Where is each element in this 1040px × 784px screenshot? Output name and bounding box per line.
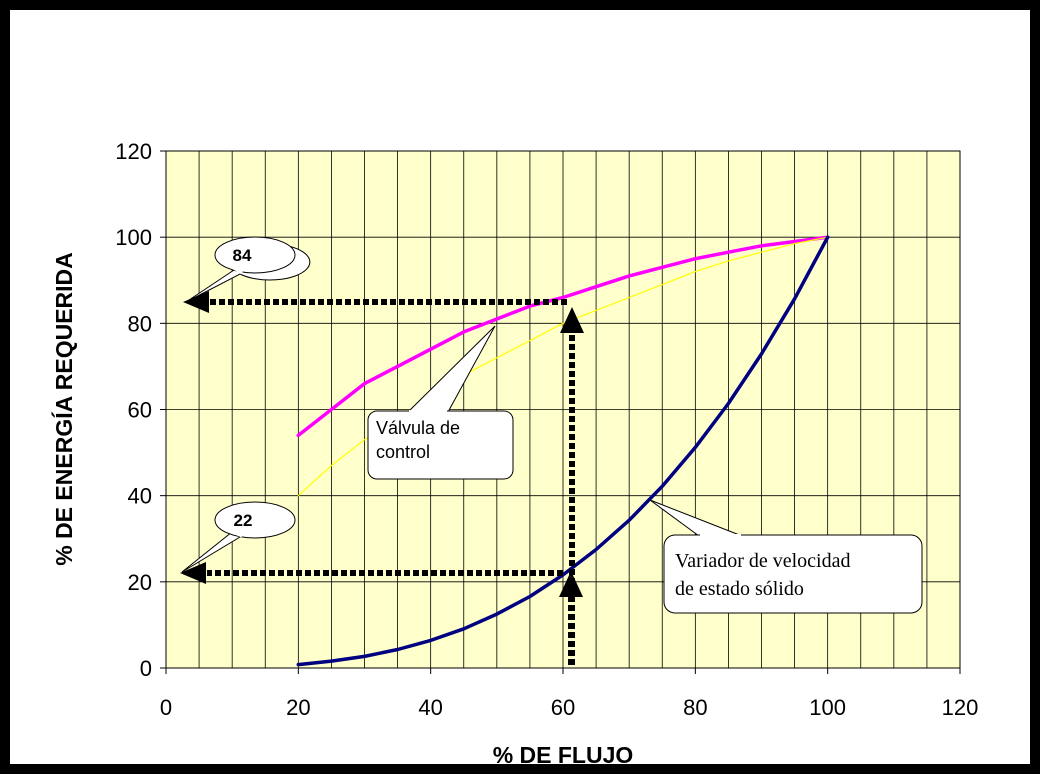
arrowhead-left-84: [183, 291, 209, 313]
x-tick-label: 0: [160, 695, 172, 720]
callout-valvula: Válvula de control: [367, 325, 514, 480]
y-tick-label: 0: [140, 656, 152, 681]
y-tick-label: 40: [128, 484, 152, 509]
x-tick-label: 20: [286, 695, 310, 720]
callout-84: 84: [185, 236, 311, 303]
callout-variador-pointer: [649, 499, 743, 537]
callout-variador: Variador de velocidad de estado sólido: [649, 499, 923, 614]
y-tick-label: 120: [115, 139, 152, 164]
callout-valvula-line1: Válvula de: [376, 418, 460, 438]
arrowhead-up-84: [560, 307, 584, 333]
y-tick-labels: 0 20 40 60 80 100 120: [115, 139, 166, 681]
x-tick-label: 40: [418, 695, 442, 720]
arrowhead-left-22: [180, 562, 206, 584]
callout-variador-box: [663, 534, 923, 614]
x-tick-label: 80: [683, 695, 707, 720]
y-axis-title: % DE ENERGÍA REQUERIDA: [50, 252, 77, 566]
chart-svg: 0 20 40 60 80 100 120 0 20 40 60 80 100 120 % DE FLU…: [50, 139, 978, 768]
y-tick-label: 80: [128, 311, 152, 336]
arrowhead-up-22: [559, 571, 583, 597]
y-tick-label: 100: [115, 225, 152, 250]
x-tick-label: 60: [551, 695, 575, 720]
series-line-valvula-control: [296, 235, 830, 438]
reference-arrows: [207, 299, 575, 665]
x-axis-title: % DE FLUJO: [493, 742, 634, 768]
x-tick-label: 100: [809, 695, 846, 720]
callout-84-text: 84: [233, 246, 252, 265]
callout-valvula-pointer: [407, 325, 496, 413]
callout-valvula-line2: control: [376, 442, 430, 462]
x-tick-labels: 0 20 40 60 80 100 120: [160, 668, 978, 720]
callout-22: 22: [181, 501, 296, 573]
callout-variador-line1: Variador de velocidad: [675, 550, 850, 572]
callout-variador-line2: de estado sólido: [675, 578, 804, 600]
callout-22-text: 22: [234, 511, 253, 530]
x-tick-label: 120: [942, 695, 979, 720]
y-tick-label: 60: [128, 398, 152, 423]
y-tick-label: 20: [128, 570, 152, 595]
